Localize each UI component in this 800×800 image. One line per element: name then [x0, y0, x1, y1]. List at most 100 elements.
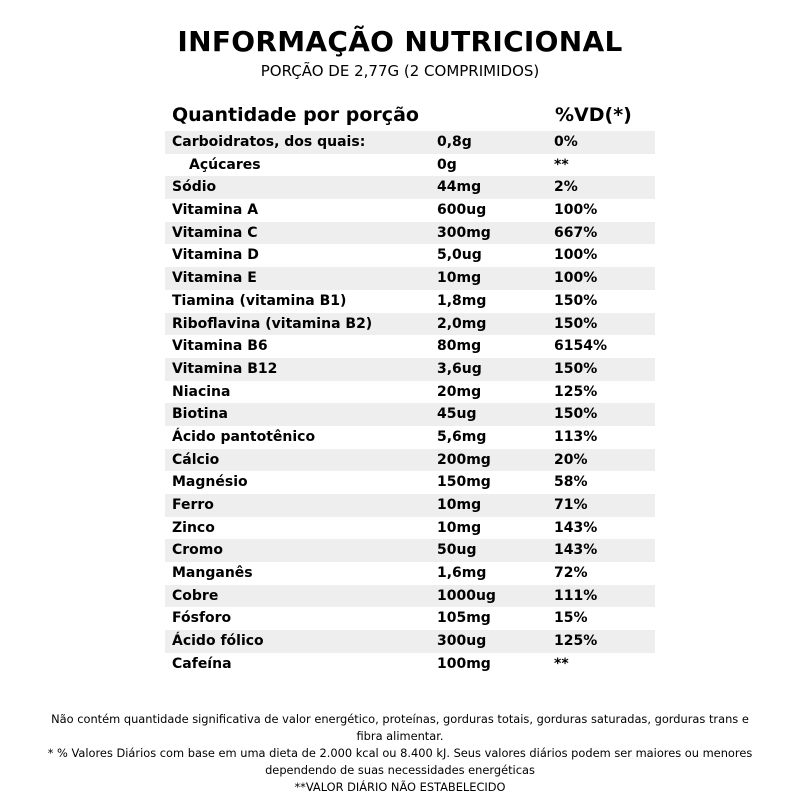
table-row: Fósforo 105mg 15% [165, 607, 655, 630]
table-row: Vitamina C 300mg 667% [165, 221, 655, 245]
table-row: Magnésio 150mg 58% [165, 471, 655, 494]
table-header: Quantidade por porção %VD(*) [165, 98, 655, 132]
nutrient-daily-value: 150% [554, 360, 598, 377]
nutrient-name: Ácido fólico [172, 633, 264, 650]
nutrient-daily-value: 111% [554, 587, 598, 604]
nutrient-name: Cobre [172, 587, 219, 604]
column-header-daily-value: %VD(*) [555, 104, 632, 126]
nutrient-daily-value: 20% [554, 451, 588, 468]
nutrient-daily-value: 150% [554, 406, 598, 423]
nutrient-amount: 80mg [437, 338, 482, 355]
nutrient-name: Fósforo [172, 610, 232, 627]
nutrient-name: Cafeína [172, 655, 232, 672]
nutrient-amount: 20mg [437, 383, 482, 400]
table-row: Vitamina E 10mg 100% [165, 267, 655, 290]
nutrient-daily-value: 2% [554, 179, 578, 196]
page-title: INFORMAÇÃO NUTRICIONAL [177, 25, 623, 58]
nutrient-daily-value: ** [554, 156, 569, 173]
nutrient-name: Zinco [172, 519, 215, 536]
nutrient-name: Cromo [172, 542, 224, 559]
footer-notes: Não contém quantidade significativa de v… [40, 711, 760, 796]
nutrient-daily-value: 15% [554, 610, 588, 627]
footer-disclaimer: Não contém quantidade significativa de v… [51, 712, 749, 743]
table-row: Ferro 10mg 71% [165, 494, 655, 517]
nutrient-name: Vitamina D [172, 247, 259, 264]
table-row: Vitamina A 600ug 100% [165, 199, 655, 222]
nutrient-name: Vitamina A [172, 202, 259, 219]
nutrient-amount: 5,6mg [437, 428, 487, 445]
nutrient-daily-value: 71% [554, 497, 588, 513]
nutrient-amount: 1,8mg [437, 292, 487, 309]
table-row: Carboidratos, dos quais: 0,8g 0% [165, 131, 655, 154]
nutrient-daily-value: 100% [554, 247, 598, 264]
table-row: Tiamina (vitamina B1) 1,8mg 150% [165, 290, 655, 313]
nutrient-name: Tiamina (vitamina B1) [172, 292, 347, 309]
nutrient-amount: 0,8g [437, 134, 472, 150]
nutrient-name: Vitamina B12 [172, 360, 278, 377]
nutrient-amount: 10mg [437, 270, 482, 287]
nutrient-amount: 300ug [437, 633, 487, 650]
table-row: Biotina 45ug 150% [165, 403, 655, 426]
nutrient-daily-value: 150% [554, 315, 598, 332]
nutrient-amount: 45ug [437, 406, 477, 423]
nutrient-daily-value: 6154% [554, 338, 607, 355]
footer-daily-values-note: * % Valores Diários com base em uma diet… [47, 746, 753, 777]
table-row: Manganês 1,6mg 72% [165, 562, 655, 585]
table-row: Vitamina D 5,0ug 100% [165, 244, 655, 267]
nutrient-daily-value: ** [554, 655, 569, 672]
nutrient-daily-value: 125% [554, 383, 598, 400]
nutrient-daily-value: 667% [554, 224, 598, 241]
nutrient-amount: 100mg [437, 655, 491, 672]
nutrient-amount: 1,6mg [437, 565, 487, 582]
table-row: Açúcares 0g ** [165, 154, 655, 177]
nutrient-daily-value: 125% [554, 633, 598, 650]
nutrient-amount: 600ug [437, 202, 487, 219]
nutrient-amount: 0g [437, 156, 457, 173]
table-row: Cálcio 200mg 20% [165, 448, 655, 472]
nutrient-name: Ferro [172, 497, 214, 513]
nutrient-name: Vitamina E [172, 270, 257, 287]
footer-not-established-note: **VALOR DIÁRIO NÃO ESTABELECIDO [294, 780, 506, 794]
table-row: Riboflavina (vitamina B2) 2,0mg 150% [165, 312, 655, 336]
nutrient-name: Açúcares [189, 156, 261, 173]
nutrient-amount: 5,0ug [437, 247, 482, 264]
nutrient-name: Vitamina C [172, 224, 258, 241]
table-row: Vitamina B12 3,6ug 150% [165, 357, 655, 381]
nutrient-name: Vitamina B6 [172, 338, 268, 355]
nutrient-amount: 1000ug [437, 587, 496, 604]
table-row: Cafeína 100mg ** [165, 653, 655, 676]
table-row: Ácido fólico 300ug 125% [165, 630, 655, 653]
nutrient-name: Carboidratos, dos quais: [172, 134, 366, 150]
nutrient-daily-value: 113% [554, 428, 598, 445]
nutrient-name: Biotina [172, 406, 228, 423]
nutrient-amount: 200mg [437, 451, 491, 468]
nutrient-name: Riboflavina (vitamina B2) [172, 315, 373, 332]
nutrient-amount: 44mg [437, 179, 482, 196]
table-row: Zinco 10mg 143% [165, 517, 655, 540]
column-header-quantity: Quantidade por porção [172, 104, 419, 126]
nutrient-amount: 10mg [437, 497, 482, 513]
table-row: Sódio 44mg 2% [165, 176, 655, 200]
nutrient-daily-value: 0% [554, 134, 578, 150]
nutrient-daily-value: 72% [554, 565, 588, 582]
nutrient-name: Magnésio [172, 474, 248, 491]
table-row: Cobre 1000ug 111% [165, 584, 655, 608]
nutrient-name: Cálcio [172, 451, 220, 468]
nutrient-daily-value: 150% [554, 292, 598, 309]
nutrient-daily-value: 143% [554, 519, 598, 536]
table-row: Cromo 50ug 143% [165, 539, 655, 563]
nutrient-daily-value: 100% [554, 270, 598, 287]
nutrient-name: Niacina [172, 383, 231, 400]
nutrient-name: Ácido pantotênico [172, 428, 316, 445]
nutrient-daily-value: 58% [554, 474, 588, 491]
table-row: Niacina 20mg 125% [165, 381, 655, 404]
table-row: Vitamina B6 80mg 6154% [165, 335, 655, 358]
nutrient-amount: 300mg [437, 224, 491, 241]
nutrition-table: Carboidratos, dos quais: 0,8g 0% Açúcares 0g… [165, 131, 655, 676]
nutrient-amount: 10mg [437, 519, 482, 536]
nutrient-daily-value: 143% [554, 542, 598, 559]
nutrient-amount: 3,6ug [437, 360, 482, 377]
nutrient-daily-value: 100% [554, 202, 598, 219]
nutrient-name: Sódio [172, 179, 217, 196]
nutrient-name: Manganês [172, 565, 253, 582]
